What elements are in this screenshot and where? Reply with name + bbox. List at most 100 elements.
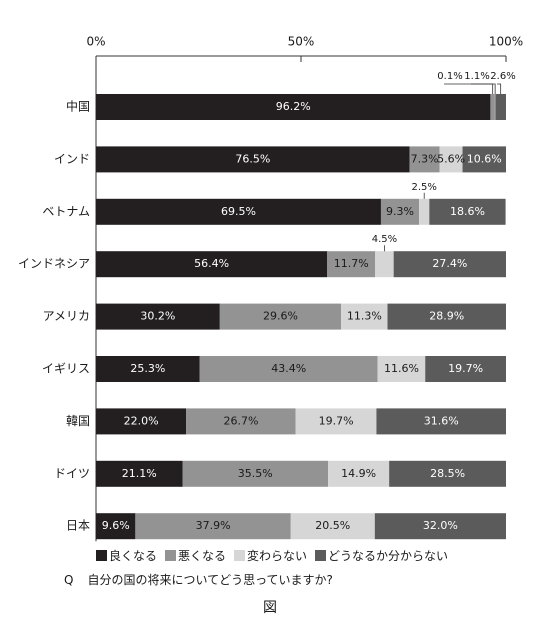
bar-segment xyxy=(295,408,377,435)
bar-segment xyxy=(374,513,506,540)
question-mark-label: Q xyxy=(64,573,74,587)
bar-segment xyxy=(96,94,491,120)
figure-label: 図 xyxy=(263,600,277,616)
bar-segment xyxy=(425,356,506,382)
data-label-callout: 1.1% xyxy=(464,71,489,82)
data-label: 11.7% xyxy=(334,257,369,270)
x-tick-label: 50% xyxy=(288,35,315,49)
category-label: 日本 xyxy=(66,519,90,533)
data-label: 32.0% xyxy=(423,519,458,532)
bar-segment xyxy=(182,460,329,487)
bar-segment xyxy=(495,94,506,120)
bar-segment xyxy=(429,198,506,225)
bar-segment xyxy=(96,460,183,487)
bar-segment xyxy=(96,356,200,382)
category-label: 韓国 xyxy=(66,414,90,428)
data-label: 35.5% xyxy=(238,467,273,480)
data-label: 26.7% xyxy=(223,414,258,427)
legend-item: どうなるか分からない xyxy=(315,547,448,564)
category-label: 中国 xyxy=(66,99,90,114)
survey-question: Q 自分の国の将来についてどう思っていますか? xyxy=(64,571,333,588)
data-label-callout: 2.6% xyxy=(490,71,515,82)
bar-segment xyxy=(96,198,381,225)
data-label: 69.5% xyxy=(221,205,256,218)
bar-segment xyxy=(96,251,328,278)
data-label: 7.3% xyxy=(411,152,439,165)
category-label: インドネシア xyxy=(18,257,90,271)
legend-item: 良くなる xyxy=(96,547,157,564)
legend-label: 変わらない xyxy=(247,549,308,563)
bar-segment xyxy=(219,303,342,330)
data-label: 9.6% xyxy=(102,519,130,532)
data-label-callout: 2.5% xyxy=(412,182,437,193)
bar-segment xyxy=(377,356,426,382)
legend-label: 良くなる xyxy=(109,549,158,563)
bar-segment xyxy=(135,513,291,540)
category-label: ドイツ xyxy=(54,466,90,480)
callout-leader-line xyxy=(444,83,496,94)
bar-segment xyxy=(462,146,506,173)
data-label: 14.9% xyxy=(341,467,376,480)
bar-segment xyxy=(375,251,394,278)
data-label: 19.7% xyxy=(448,362,483,375)
bar-segment xyxy=(186,408,296,435)
data-label: 37.9% xyxy=(196,519,231,532)
callout-leader-line xyxy=(497,83,502,94)
x-tick-label: 100% xyxy=(489,35,523,49)
legend-label: どうなるか分からない xyxy=(328,549,449,563)
data-label-callout: 0.1% xyxy=(437,71,462,82)
data-label: 29.6% xyxy=(263,310,298,323)
category-label: ベトナム xyxy=(42,204,90,218)
data-label: 21.1% xyxy=(122,467,157,480)
data-label: 28.9% xyxy=(429,310,464,323)
data-label: 31.6% xyxy=(424,414,459,427)
bar-segment xyxy=(376,408,506,435)
bar-segment xyxy=(490,94,495,120)
data-label: 11.6% xyxy=(384,362,419,375)
bar-segment xyxy=(389,460,506,487)
legend-swatch xyxy=(234,550,246,561)
callout-leader-line xyxy=(471,83,494,94)
data-label: 20.5% xyxy=(315,519,350,532)
data-label: 43.4% xyxy=(271,362,306,375)
bar-segment xyxy=(439,146,463,173)
data-label: 56.4% xyxy=(194,257,229,270)
category-label: インド xyxy=(54,152,90,166)
bar-segment xyxy=(327,251,376,278)
category-label: アメリカ xyxy=(43,309,90,323)
question-text: 自分の国の将来についてどう思っていますか? xyxy=(87,573,333,587)
bar-segment xyxy=(387,303,506,330)
x-tick-label: 0% xyxy=(86,35,105,49)
chart-legend: 良くなる 悪くなる 変わらない どうなるか分からない xyxy=(96,547,448,564)
data-label: 22.0% xyxy=(124,414,159,427)
data-label: 27.4% xyxy=(432,257,467,270)
data-label: 5.6% xyxy=(437,152,465,165)
bar-segment xyxy=(341,303,388,330)
data-label-callout: 4.5% xyxy=(372,234,397,245)
bar-segment xyxy=(96,513,136,540)
bar-segment xyxy=(380,198,420,225)
bar-segment xyxy=(409,146,440,173)
legend-swatch xyxy=(96,550,107,561)
data-label: 9.3% xyxy=(386,205,414,218)
bar-segment xyxy=(419,198,430,225)
legend-swatch xyxy=(315,550,327,561)
bar-segment xyxy=(96,303,220,330)
bar-segment xyxy=(96,408,187,435)
data-label: 11.3% xyxy=(347,310,382,323)
data-label: 30.2% xyxy=(140,310,175,323)
bar-segment xyxy=(328,460,390,487)
bar-segment xyxy=(290,513,375,540)
data-label: 96.2% xyxy=(276,100,311,113)
legend-swatch xyxy=(165,550,177,561)
data-label: 18.6% xyxy=(450,205,485,218)
data-label: 76.5% xyxy=(235,152,270,165)
legend-item: 悪くなる xyxy=(165,547,226,564)
bar-segment xyxy=(199,356,378,382)
bar-segment xyxy=(96,146,410,173)
legend-item: 変わらない xyxy=(234,547,307,564)
bar-segment xyxy=(393,251,506,278)
category-label: イギリス xyxy=(42,362,90,376)
